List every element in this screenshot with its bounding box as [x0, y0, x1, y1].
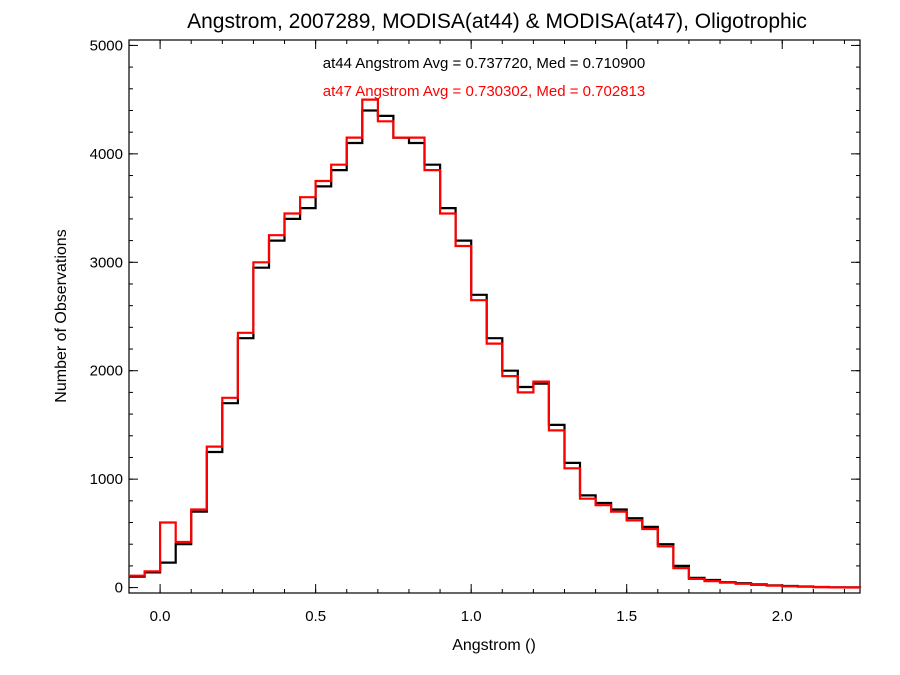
- annotation-at44: at44 Angstrom Avg = 0.737720, Med = 0.71…: [323, 55, 645, 72]
- x-tick-label: 0.0: [150, 608, 171, 625]
- x-axis-label: Angstrom (): [452, 637, 536, 654]
- chart-title: Angstrom, 2007289, MODISA(at44) & MODISA…: [187, 10, 807, 33]
- x-tick-label: 1.5: [616, 608, 637, 625]
- y-tick-label: 3000: [90, 254, 123, 271]
- x-tick-label: 1.0: [461, 608, 482, 625]
- series-line-at47: [129, 98, 862, 589]
- x-tick-label: 2.0: [772, 608, 793, 625]
- y-tick-label: 5000: [90, 37, 123, 54]
- y-tick-label: 1000: [90, 471, 123, 488]
- annotation-at47: at47 Angstrom Avg = 0.730302, Med = 0.70…: [323, 83, 645, 100]
- series-layer: [129, 98, 862, 589]
- y-tick-label: 4000: [90, 146, 123, 163]
- y-tick-label: 2000: [90, 363, 123, 380]
- x-axis: 0.0 0.5 1.0 1.5 2.0: [128, 40, 845, 625]
- plot-frame: [128, 39, 861, 594]
- plot-area: 0.0 0.5 1.0 1.5 2.0 0 1000 2000 3000 4000 5000: [90, 37, 862, 625]
- y-tick-label: 0: [115, 580, 123, 597]
- y-axis-label: Number of Observations: [53, 229, 70, 402]
- y-axis: 0 1000 2000 3000 4000 5000: [90, 37, 860, 597]
- x-tick-label: 0.5: [305, 608, 326, 625]
